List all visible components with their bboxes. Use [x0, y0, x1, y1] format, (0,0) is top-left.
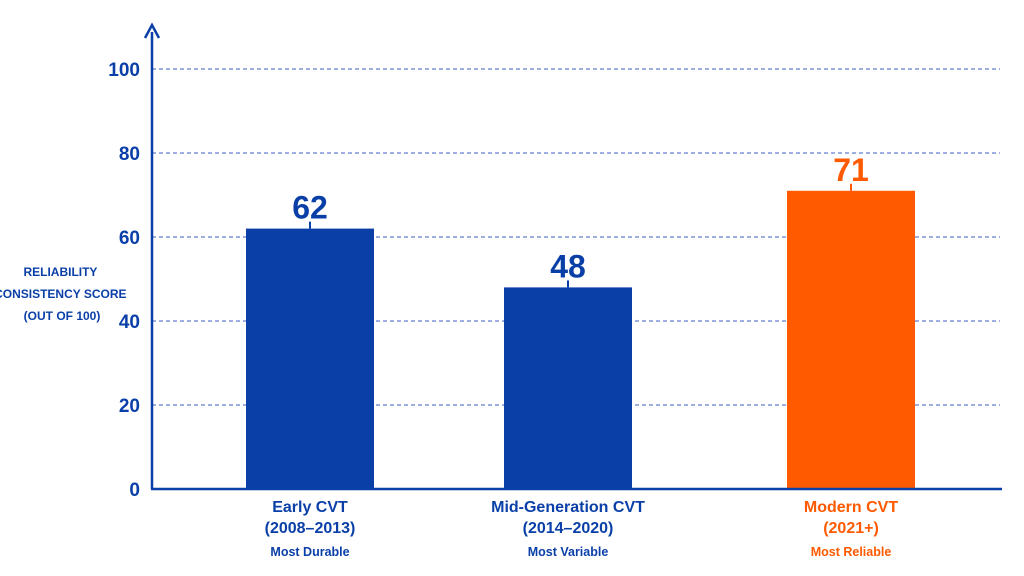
- y-tick-label-0: 0: [129, 480, 140, 501]
- category-label-1-line-2: (2008–2013): [265, 520, 356, 537]
- y-tick-label-80: 80: [119, 144, 140, 165]
- category-label-3-line-2: (2021+): [823, 520, 879, 537]
- value-label-1: 62: [292, 190, 328, 226]
- y-tick-label-100: 100: [108, 60, 140, 81]
- category-label-2-line-2: (2014–2020): [523, 520, 614, 537]
- category-label-2-line-1: Mid-Generation CVT: [491, 499, 645, 516]
- y-tick-label-40: 40: [119, 312, 140, 333]
- y-tick-label-20: 20: [119, 396, 140, 417]
- bar-1: [246, 228, 374, 489]
- value-label-3: 71: [833, 152, 869, 188]
- category-label-3-line-1: Modern CVT: [804, 499, 898, 516]
- y-tick-labels: 0 20 40 60 80 100: [108, 60, 140, 501]
- y-tick-label-60: 60: [119, 228, 140, 249]
- category-subtitle-3: Most Reliable: [811, 545, 892, 559]
- bar-2: [504, 287, 632, 489]
- axes: [143, 22, 1002, 491]
- y-axis-label: RELIABILITY CONSISTENCY SCORE (OUT OF 10…: [0, 265, 130, 323]
- x-category-labels: Early CVT (2008–2013) Most Durable Mid-Gene…: [265, 499, 899, 559]
- category-subtitle-2: Most Variable: [528, 545, 609, 559]
- y-axis-label-line-2: CONSISTENCY SCORE: [0, 287, 127, 301]
- y-axis-label-line-1: RELIABILITY: [23, 265, 97, 279]
- y-axis-label-line-3: (OUT OF 100): [24, 309, 101, 323]
- category-label-1-line-1: Early CVT: [272, 499, 348, 516]
- category-subtitle-1: Most Durable: [270, 545, 349, 559]
- y-axis-arrow-icon: [143, 22, 161, 39]
- bar-3: [787, 190, 915, 490]
- data-labels: 62 48 71: [292, 152, 869, 285]
- bars: [246, 183, 915, 490]
- value-label-2: 48: [550, 248, 586, 284]
